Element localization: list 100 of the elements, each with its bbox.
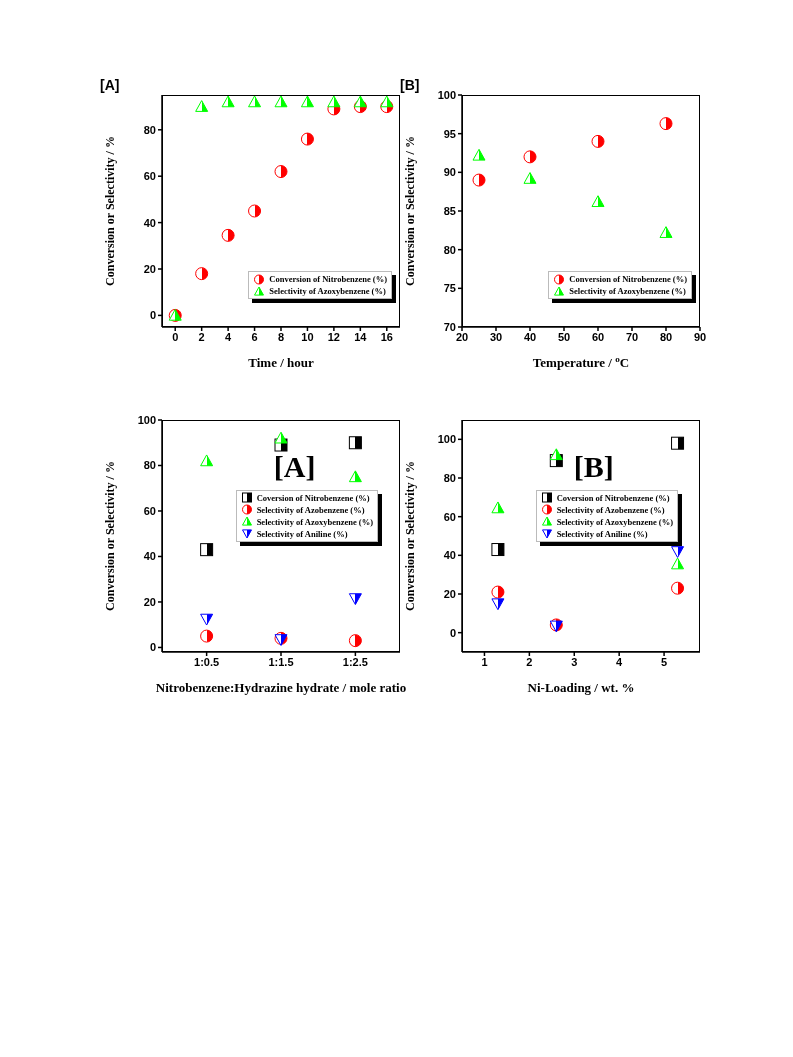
x-tick-label: 20 <box>455 330 469 343</box>
point <box>300 95 314 108</box>
y-tick-label: 40 <box>143 216 156 229</box>
point <box>353 95 367 108</box>
point <box>348 593 362 606</box>
point <box>248 204 262 218</box>
legend-label: Selectivity of Aniline (%) <box>256 527 348 540</box>
point <box>671 581 685 595</box>
point <box>491 501 505 514</box>
x-axis-title: Temperature / $^{o}$C <box>532 354 630 370</box>
legend-label: Selectivity of Azoxybenzene (%) <box>269 285 386 298</box>
y-tick-label: 95 <box>443 127 456 140</box>
point <box>200 629 214 643</box>
y-tick-label: 85 <box>443 204 456 217</box>
x-tick-label: 30 <box>489 330 503 343</box>
legend-label: Selectivity of Azoxybenzene (%) <box>556 515 673 528</box>
point <box>491 585 505 599</box>
point <box>195 100 209 112</box>
point <box>659 117 673 131</box>
x-tick-label: 1:0.5 <box>194 655 220 668</box>
legend-label: Conversion of Nitrobenzene (%) <box>569 273 687 286</box>
point <box>472 173 486 187</box>
point <box>348 634 362 648</box>
point <box>348 470 362 483</box>
point <box>523 172 537 184</box>
y-tick-label: 40 <box>143 550 156 563</box>
y-tick-label: 60 <box>443 510 456 523</box>
y-axis-title: Conversion or Selectivity / % <box>403 461 417 611</box>
y-tick-label: 100 <box>437 88 456 101</box>
x-tick-label: 1:1.5 <box>268 655 294 668</box>
x-tick-label: 16 <box>380 330 393 343</box>
x-tick-label: 14 <box>354 330 368 343</box>
x-tick-label: 12 <box>327 330 341 343</box>
x-axis-title: Nitrobenzene:Hydrazine hydrate / mole ratio <box>155 680 407 695</box>
x-tick-label: 4 <box>225 330 233 343</box>
y-tick-label: 80 <box>443 471 456 484</box>
point <box>523 150 537 164</box>
point <box>380 95 394 108</box>
point <box>591 134 605 148</box>
point <box>671 436 685 450</box>
point <box>274 431 288 444</box>
x-tick-label: 90 <box>693 330 707 343</box>
chart-title: [B] <box>400 77 420 93</box>
x-tick-label: 40 <box>523 330 537 343</box>
y-tick-label: 100 <box>137 413 156 426</box>
x-axis-title: Ni-Loading / wt. % <box>527 680 635 695</box>
point <box>472 148 486 161</box>
point <box>671 557 685 570</box>
y-tick-label: 60 <box>143 504 156 517</box>
point <box>200 613 214 626</box>
legend-label: Coversion of Nitrobenzene (%) <box>556 491 670 504</box>
y-tick-label: 20 <box>143 262 156 275</box>
point <box>549 448 563 461</box>
x-tick-label: 8 <box>277 330 285 343</box>
x-tick-label: 60 <box>591 330 605 343</box>
x-tick-label: 6 <box>251 330 258 343</box>
text: [A] <box>273 450 316 485</box>
y-tick-label: 80 <box>443 243 456 256</box>
point <box>659 226 673 238</box>
point <box>221 95 235 108</box>
y-tick-label: 20 <box>143 595 156 608</box>
point <box>327 95 341 108</box>
legend-label: Selectivity of Azobenzene (%) <box>256 503 365 516</box>
text: [B] <box>573 450 614 485</box>
y-tick-label: 0 <box>449 626 456 639</box>
y-axis-title: Conversion or Selectivity / % <box>103 136 117 286</box>
point <box>348 436 362 450</box>
chart-title: [A] <box>100 77 120 93</box>
point <box>274 165 288 179</box>
y-axis-title: Conversion or Selectivity / % <box>103 461 117 611</box>
y-tick-label: 60 <box>143 170 156 183</box>
x-tick-label: 3 <box>571 655 578 668</box>
point <box>491 543 505 557</box>
y-tick-label: 90 <box>443 166 456 179</box>
x-tick-label: 0 <box>172 330 179 343</box>
y-tick-label: 80 <box>143 123 156 136</box>
point <box>221 228 235 242</box>
x-axis-title: Time / hour <box>248 355 314 370</box>
x-tick-label: 2 <box>198 330 205 343</box>
point <box>300 132 314 146</box>
point <box>591 195 605 208</box>
point <box>248 95 262 108</box>
legend-label: Selectivity of Azobenzene (%) <box>556 503 665 516</box>
y-tick-label: 0 <box>149 309 156 322</box>
y-tick-label: 75 <box>443 282 456 295</box>
y-axis-title: Conversion or Selectivity / % <box>403 136 417 286</box>
legend-label: Coversion of Nitrobenzene (%) <box>256 491 370 504</box>
point <box>200 543 214 557</box>
y-tick-label: 0 <box>149 641 156 654</box>
legend-label: Selectivity of Azoxybenzene (%) <box>569 285 686 298</box>
point <box>200 454 214 467</box>
x-tick-label: 50 <box>557 330 571 343</box>
y-tick-label: 70 <box>443 320 456 333</box>
x-tick-label: 5 <box>661 655 668 668</box>
x-tick-label: 80 <box>659 330 673 343</box>
y-tick-label: 100 <box>437 433 456 446</box>
y-tick-label: 80 <box>143 459 156 472</box>
x-tick-label: 4 <box>616 655 624 668</box>
legend-label: Conversion of Nitrobenzene (%) <box>269 273 387 286</box>
point <box>491 598 505 611</box>
